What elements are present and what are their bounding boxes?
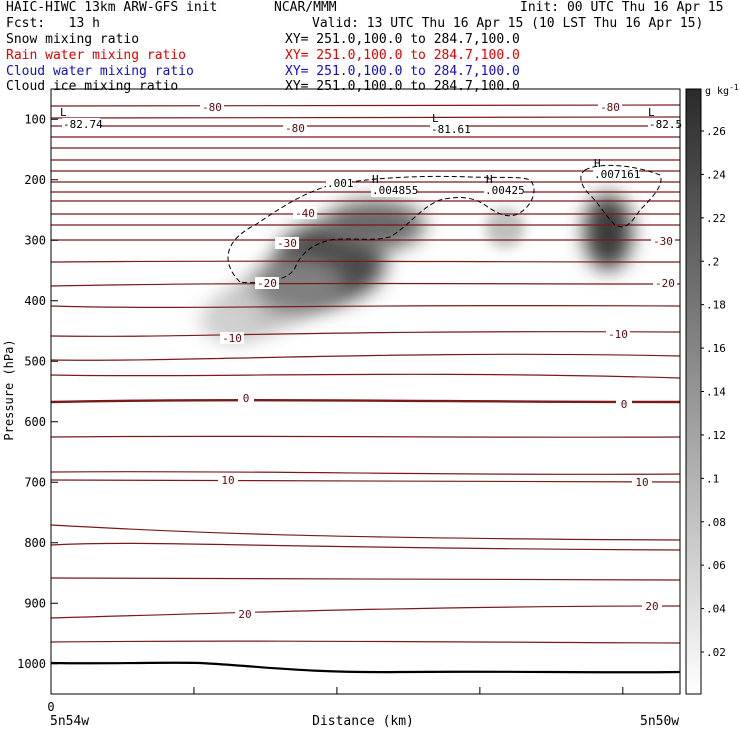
high-value: .00425 bbox=[485, 184, 525, 197]
temp-label: 20 bbox=[645, 600, 658, 613]
colorbar-unit: g kg-1 bbox=[705, 83, 739, 97]
y-axis: 100 200 300 400 500 600 700 800 900 1000 bbox=[17, 112, 58, 671]
temp-label: -40 bbox=[295, 207, 315, 220]
temp-label: -10 bbox=[222, 332, 242, 345]
low-value: -82.74 bbox=[63, 118, 103, 131]
colorbar-tick-label: .02 bbox=[706, 646, 726, 659]
field-xy-rain: XY= 251.0,100.0 to 284.7,100.0 bbox=[285, 48, 520, 63]
colorbar-tick-label: .22 bbox=[706, 212, 726, 225]
high-marker: H bbox=[594, 157, 601, 170]
high-value: .007161 bbox=[594, 168, 640, 181]
mixing-ratio-shading bbox=[200, 194, 632, 340]
field-name-snow: Snow mixing ratio bbox=[6, 32, 140, 47]
field-xy-snow: XY= 251.0,100.0 to 284.7,100.0 bbox=[285, 32, 520, 47]
field-name-cloudice: Cloud ice mixing ratio bbox=[6, 79, 179, 94]
x-axis-ticks bbox=[50, 687, 624, 694]
colorbar-tick-label: .06 bbox=[706, 559, 726, 572]
temperature-labels: -80 -80 -80 -40 -30 -30 -20 -20 -10 -10 … bbox=[200, 100, 677, 621]
y-tick-label: 200 bbox=[24, 173, 46, 187]
temp-label: -10 bbox=[608, 328, 628, 341]
temp-label: -30 bbox=[653, 235, 673, 248]
temp-label: 10 bbox=[635, 476, 648, 489]
colorbar-tick-label: .04 bbox=[706, 603, 726, 616]
high-marker: H bbox=[486, 173, 493, 186]
temp-label: -80 bbox=[600, 101, 620, 114]
temp-label: 10 bbox=[221, 474, 234, 487]
y-tick-label: 700 bbox=[24, 475, 46, 489]
temperature-contours bbox=[51, 104, 680, 644]
y-tick-label: 400 bbox=[24, 294, 46, 308]
colorbar-tick-label: .24 bbox=[706, 168, 726, 181]
y-tick-label: 800 bbox=[24, 536, 46, 550]
colorbar-tick-label: .08 bbox=[706, 516, 726, 529]
extrema-labels: L -82.74 L -81.61 L -82.5 H .004855 H .0… bbox=[60, 106, 682, 197]
colorbar-tick-label: .26 bbox=[706, 125, 726, 138]
x-axis-title: Distance (km) bbox=[312, 714, 414, 729]
temp-label: 0 bbox=[621, 398, 628, 411]
colorbar-tick-label: .18 bbox=[706, 299, 726, 312]
field-xy-cloudice: XY= 251.0,100.0 to 284.7,100.0 bbox=[285, 79, 520, 94]
x-origin-tick-label: 0 bbox=[47, 700, 54, 714]
colorbar: .02 .04 .06 .08 .1 .12 .14 .16 .18 .2 .22 .24 .26 g … bbox=[685, 83, 739, 695]
plot-frame bbox=[50, 88, 681, 695]
colorbar-tick-label: .2 bbox=[706, 255, 719, 268]
cloud-ice-contours bbox=[227, 165, 662, 284]
low-marker: L bbox=[432, 112, 439, 125]
header-valid: Valid: 13 UTC Thu 16 Apr 15 (10 LST Thu … bbox=[312, 16, 704, 31]
x-start-label: 5n54w bbox=[50, 714, 89, 729]
y-tick-label: 900 bbox=[24, 596, 46, 610]
field-name-cloudwater: Cloud water mixing ratio bbox=[6, 64, 194, 79]
header-fcst: Fcst: 13 h bbox=[6, 16, 100, 31]
y-tick-label: 1000 bbox=[17, 657, 46, 671]
low-value: -82.5 bbox=[649, 118, 682, 131]
header-model: HAIC-HIWC 13km ARW-GFS init bbox=[6, 0, 218, 15]
low-value: -81.61 bbox=[431, 123, 471, 136]
low-marker: L bbox=[60, 106, 67, 119]
y-tick-label: 600 bbox=[24, 415, 46, 429]
colorbar-tick-label: .12 bbox=[706, 429, 726, 442]
y-tick-label: 300 bbox=[24, 233, 46, 247]
temp-label: -80 bbox=[202, 101, 222, 114]
temp-label: 20 bbox=[238, 608, 251, 621]
colorbar-ticks: .02 .04 .06 .08 .1 .12 .14 .16 .18 .2 .22 .24 .26 bbox=[701, 125, 726, 659]
high-value: .004855 bbox=[372, 184, 418, 197]
field-xy-cloudwater: XY= 251.0,100.0 to 284.7,100.0 bbox=[285, 64, 520, 79]
low-marker: L bbox=[648, 106, 655, 119]
y-tick-label: 500 bbox=[24, 354, 46, 368]
temp-label: -20 bbox=[655, 277, 675, 290]
colorbar-tick-label: .1 bbox=[706, 472, 719, 485]
surface-line bbox=[50, 661, 681, 674]
temp-label: 0 bbox=[243, 392, 250, 405]
field-name-rain: Rain water mixing ratio bbox=[6, 48, 187, 63]
temp-label: -20 bbox=[257, 277, 277, 290]
colorbar-tick-label: .16 bbox=[706, 342, 726, 355]
x-end-label: 5n50w bbox=[640, 714, 679, 729]
y-axis-title: Pressure (hPa) bbox=[2, 339, 16, 440]
header-init: Init: 00 UTC Thu 16 Apr 15 bbox=[520, 0, 724, 15]
colorbar-tick-label: .14 bbox=[706, 386, 726, 399]
high-marker: H bbox=[372, 173, 379, 186]
ice-contour-label: .001 bbox=[327, 177, 354, 190]
temp-label: -80 bbox=[285, 122, 305, 135]
y-tick-label: 100 bbox=[24, 112, 46, 126]
temp-label: -30 bbox=[277, 237, 297, 250]
header-org: NCAR/MMM bbox=[274, 0, 337, 15]
